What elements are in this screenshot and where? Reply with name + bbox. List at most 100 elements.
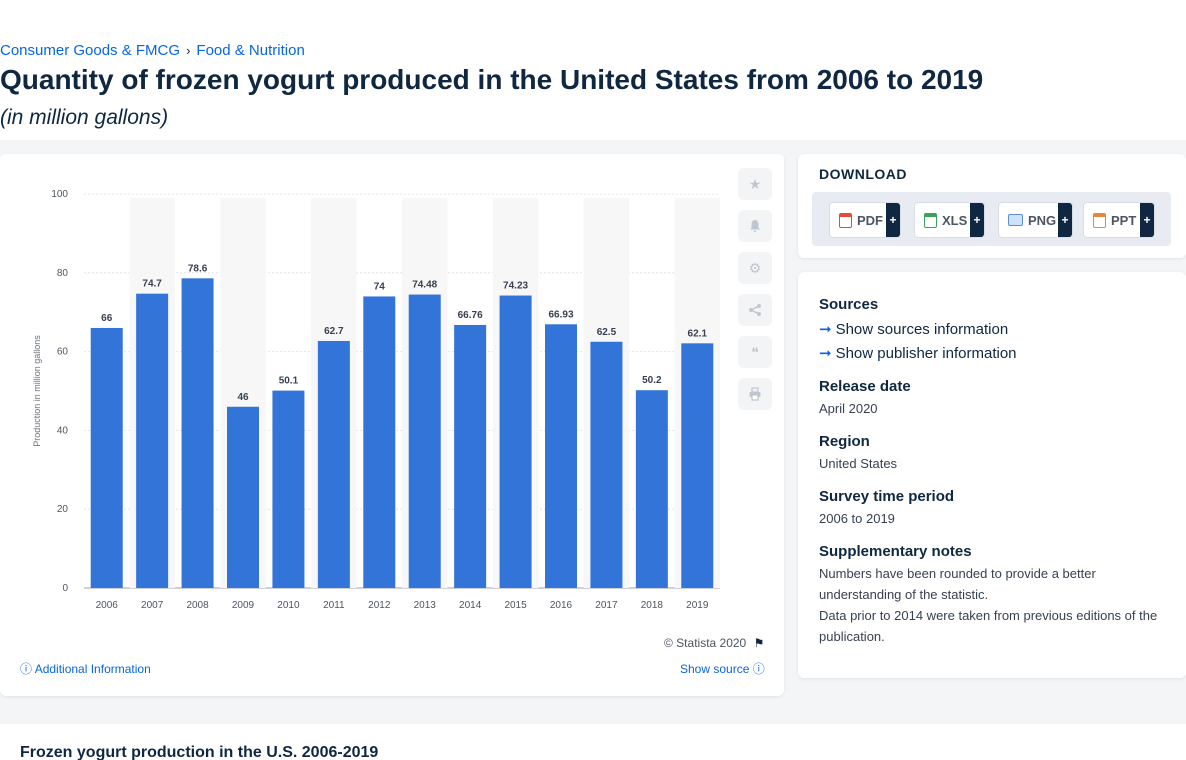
show-publisher-link[interactable]: ➞ Show publisher information	[819, 344, 1017, 362]
chart-value-labels: 66 74.7 78.6 46 50.1 62.7 74 74.48 66.76 74.23 66.…	[101, 263, 707, 402]
data-label: 50.1	[279, 376, 299, 387]
bar[interactable]	[681, 343, 714, 588]
x-tick-label: 2018	[641, 600, 664, 611]
release-date-heading: Release date	[819, 378, 911, 395]
x-tick-label: 2017	[595, 600, 618, 611]
bar[interactable]	[635, 390, 668, 588]
quote-icon[interactable]: ❝	[738, 336, 772, 368]
sources-heading: Sources	[819, 296, 879, 313]
breadcrumb: Consumer Goods & FMCG › Food & Nutrition	[0, 42, 305, 59]
bar[interactable]	[317, 340, 350, 588]
show-publisher-label: Show publisher information	[835, 345, 1017, 362]
y-tick-label: 20	[57, 504, 69, 515]
show-source-link[interactable]: Show source ⓘ	[680, 660, 765, 677]
data-label: 62.5	[597, 327, 617, 338]
bar[interactable]	[454, 324, 487, 588]
data-label: 74.48	[412, 280, 437, 291]
chart-x-ticks: 2006 2007 2008 2009 2010 2011 2012 2013 2014 2015…	[96, 600, 709, 611]
x-tick-label: 2019	[686, 600, 709, 611]
x-tick-label: 2009	[232, 600, 255, 611]
header-background	[0, 0, 1186, 140]
bar[interactable]	[408, 294, 441, 588]
supplementary-note-2: Data prior to 2014 were taken from previ…	[819, 608, 1158, 644]
supplementary-notes-heading: Supplementary notes	[819, 543, 972, 560]
y-tick-label: 80	[57, 268, 69, 279]
y-tick-label: 0	[62, 583, 68, 594]
release-date-value: April 2020	[819, 401, 878, 416]
ppt-plus[interactable]: +	[1140, 203, 1154, 237]
data-label: 62.7	[324, 326, 344, 337]
bar[interactable]	[363, 296, 396, 588]
x-tick-label: 2006	[96, 600, 119, 611]
x-tick-label: 2016	[550, 600, 573, 611]
bar[interactable]	[499, 295, 532, 588]
data-label: 66	[101, 313, 113, 324]
gear-icon[interactable]: ⚙	[738, 252, 772, 284]
bar[interactable]	[136, 293, 169, 588]
png-label: PNG	[1028, 212, 1057, 228]
download-ppt-button[interactable]: PPT +	[1083, 202, 1155, 238]
additional-information-link[interactable]: ⓘ Additional Information	[20, 660, 151, 677]
page-title: Quantity of frozen yogurt produced in th…	[0, 64, 984, 95]
data-label: 78.6	[188, 263, 208, 274]
additional-information-label: Additional Information	[34, 662, 151, 676]
download-pdf-button[interactable]: PDF +	[829, 202, 901, 238]
show-sources-link[interactable]: ➞ Show sources information	[819, 320, 1008, 338]
data-label: 74	[374, 281, 386, 292]
show-source-label: Show source	[680, 662, 750, 676]
xls-file-icon	[924, 212, 937, 228]
region-heading: Region	[819, 433, 870, 450]
supplementary-note-1: Numbers have been rounded to provide a b…	[819, 566, 1096, 602]
bell-icon[interactable]	[738, 210, 772, 242]
xls-plus[interactable]: +	[970, 203, 984, 237]
download-png-button[interactable]: PNG +	[998, 202, 1073, 238]
chart-y-ticks: 0 20 40 60 80 100	[51, 189, 68, 594]
y-tick-label: 60	[57, 347, 69, 358]
pdf-plus[interactable]: +	[886, 203, 900, 237]
chart-bars	[90, 278, 714, 588]
data-label: 66.76	[458, 310, 483, 321]
data-label: 62.1	[688, 328, 708, 339]
bar[interactable]	[181, 278, 214, 588]
bar[interactable]	[90, 327, 123, 588]
download-xls-button[interactable]: XLS +	[914, 202, 985, 238]
share-icon[interactable]	[738, 294, 772, 326]
bar[interactable]	[590, 341, 623, 588]
star-icon[interactable]: ★	[738, 168, 772, 200]
breadcrumb-item-food-nutrition[interactable]: Food & Nutrition	[196, 42, 305, 59]
arrow-right-icon: ➞	[819, 321, 832, 338]
print-icon[interactable]	[738, 378, 772, 410]
x-tick-label: 2007	[141, 600, 164, 611]
page-subtitle: (in million gallons)	[0, 106, 169, 129]
region-value: United States	[819, 456, 898, 471]
arrow-right-icon: ➞	[819, 345, 832, 362]
breadcrumb-item-consumer-goods[interactable]: Consumer Goods & FMCG	[0, 42, 181, 59]
data-label: 74.7	[142, 279, 162, 290]
x-tick-label: 2013	[414, 600, 437, 611]
flag-icon[interactable]: ⚑	[753, 636, 765, 650]
chart-credit: © Statista 2020 ⚑	[664, 636, 764, 650]
data-label: 74.23	[503, 281, 528, 292]
x-tick-label: 2015	[504, 600, 527, 611]
data-label: 50.2	[642, 375, 662, 386]
survey-period-heading: Survey time period	[819, 488, 955, 505]
chart-toolbar: ★ ⚙ ❝	[738, 168, 772, 410]
png-plus[interactable]: +	[1058, 203, 1072, 237]
x-tick-label: 2014	[459, 600, 482, 611]
bar-chart: 66 74.7 78.6 46 50.1 62.7 74 74.48 66.76 74.23 66.…	[32, 189, 720, 611]
y-axis-label: Production in million gallons	[32, 335, 42, 447]
bar[interactable]	[227, 406, 259, 588]
x-tick-label: 2011	[323, 600, 345, 611]
png-file-icon	[1008, 214, 1023, 226]
ppt-file-icon	[1093, 212, 1106, 228]
show-sources-label: Show sources information	[835, 321, 1009, 338]
data-label: 66.93	[548, 309, 573, 320]
info-icon: ⓘ	[20, 662, 33, 676]
download-title: DOWNLOAD	[819, 166, 907, 182]
survey-period-value: 2006 to 2019	[819, 511, 895, 526]
bar[interactable]	[545, 324, 577, 588]
pdf-file-icon	[839, 212, 852, 228]
bar[interactable]	[272, 390, 305, 588]
data-label: 46	[237, 392, 249, 403]
credit-text: © Statista 2020	[664, 636, 747, 650]
